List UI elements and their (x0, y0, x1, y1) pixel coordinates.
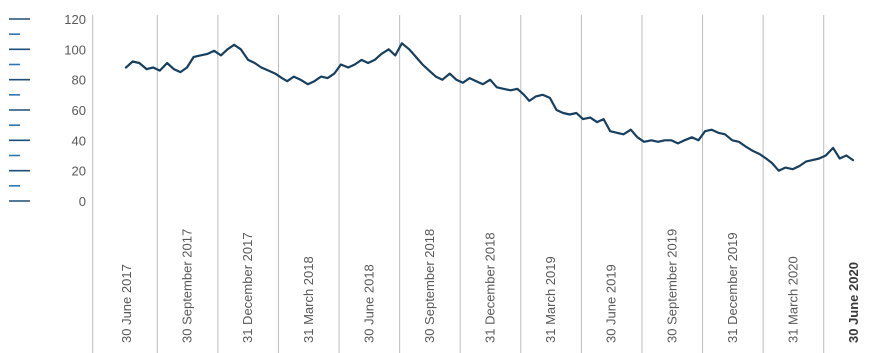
x-tick-label: 30 June 2019 (604, 264, 619, 343)
x-tick-label: 31 December 2018 (483, 232, 498, 343)
x-tick-label: 30 June 2017 (119, 264, 134, 343)
series-group (124, 42, 855, 172)
y-tick-label: 40 (72, 133, 86, 148)
x-tick-label: 31 December 2019 (725, 232, 740, 343)
x-tick-label: 30 June 2018 (361, 264, 376, 343)
y-tick-label: 0 (79, 194, 86, 209)
x-tick-label: 30 September 2018 (422, 229, 437, 343)
y-tick-label: 20 (72, 164, 86, 179)
x-tick-label: 30 June 2020 (846, 262, 861, 343)
y-axis-tick-labels: 0 20 40 60 80 100 120 (64, 12, 86, 209)
x-tick-label: 30 September 2019 (664, 229, 679, 343)
x-axis-tick-labels: 30 June 2017 30 September 2017 31 December… (119, 229, 861, 343)
y-tick-label: 80 (72, 73, 86, 88)
y-tick-label: 100 (64, 42, 86, 57)
vertical-gridlines (92, 15, 825, 353)
x-tick-label: 31 March 2018 (301, 256, 316, 343)
y-tick-label: 120 (64, 12, 86, 27)
x-tick-label: 31 March 2020 (785, 256, 800, 343)
x-tick-label: 30 September 2017 (180, 229, 195, 343)
y-tick-label: 60 (72, 103, 86, 118)
series-line (124, 42, 855, 172)
x-tick-label: 31 March 2019 (543, 256, 558, 343)
x-tick-label: 31 December 2017 (240, 232, 255, 343)
y-axis-dash-marks (9, 18, 30, 202)
